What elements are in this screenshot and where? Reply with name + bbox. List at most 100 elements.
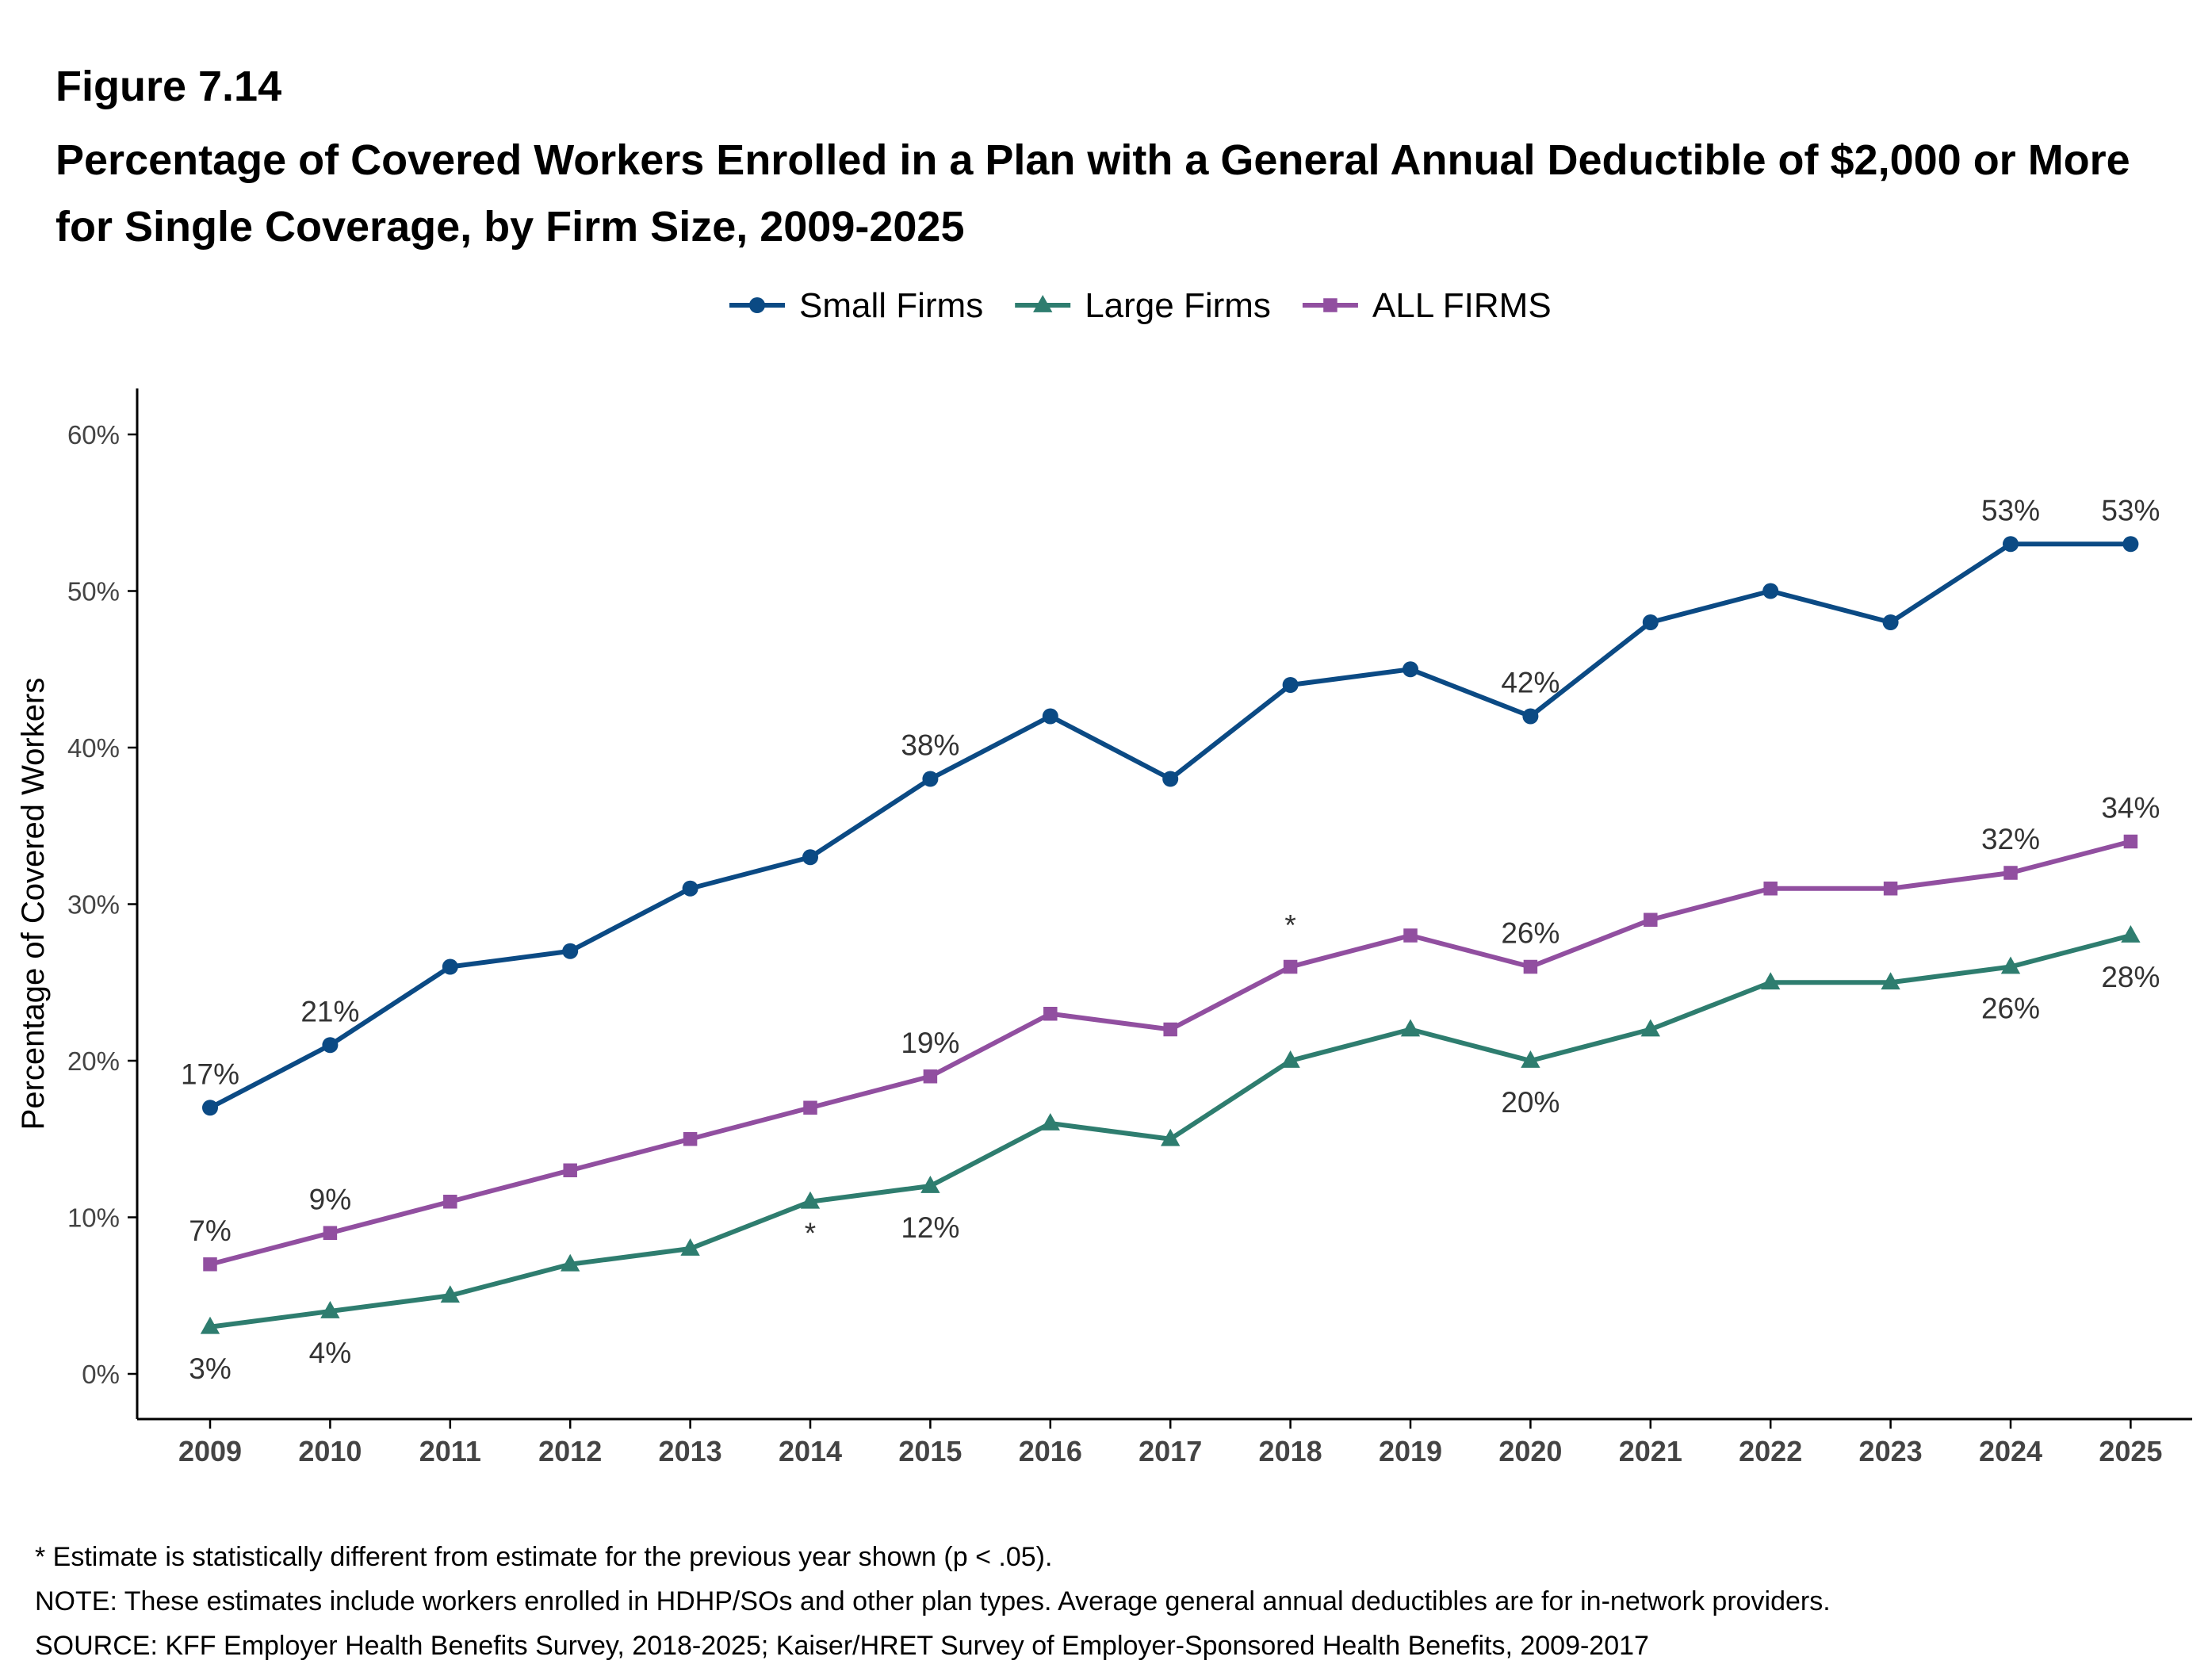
y-tick-label: 60% [67, 420, 120, 450]
line-chart: Small Firms Large Firms ALL FIRMS 0% 10% 20%… [16, 286, 2192, 1467]
legend-label: Small Firms [799, 286, 983, 325]
y-tick-label: 20% [67, 1046, 120, 1076]
x-tick-label: 2023 [1859, 1435, 1923, 1467]
large-firms-data-label: 28% [2101, 961, 2160, 993]
legend-marker [749, 297, 765, 313]
legend-item-all-firms: ALL FIRMS [1302, 286, 1552, 325]
series-all-firms [203, 834, 2138, 1272]
all-firms-point [1644, 912, 1658, 927]
large-firms-point [1161, 1128, 1181, 1146]
small-firms-point [322, 1037, 339, 1054]
series-large-firms [200, 924, 2141, 1334]
x-tick-label: 2016 [1019, 1435, 1082, 1467]
data-labels: 17% 21% 38% 42% 53% 53% 3% 4% * 12% 20% 26% 28% 7% 9% 1… [181, 494, 2160, 1385]
legend-item-large-firms: Large Firms [1015, 286, 1271, 325]
all-firms-data-label: * [1284, 909, 1295, 942]
small-firms-data-label: 38% [901, 729, 959, 762]
all-firms-point [1883, 882, 1898, 896]
chart-legend: Small Firms Large Firms ALL FIRMS [729, 286, 1552, 325]
large-firms-point [1761, 972, 1781, 990]
all-firms-point [803, 1100, 817, 1115]
all-firms-data-label: 9% [309, 1183, 351, 1215]
all-firms-point [1163, 1022, 1177, 1037]
all-firms-point [1763, 882, 1778, 896]
all-firms-line [208, 839, 2134, 1267]
large-firms-data-label: 20% [1501, 1086, 1559, 1119]
large-firms-point [1040, 1112, 1060, 1130]
small-firms-point [1042, 708, 1058, 725]
all-firms-point [2003, 866, 2018, 880]
small-firms-point [562, 943, 579, 959]
x-tick-label: 2013 [659, 1435, 722, 1467]
x-tick-label: 2010 [298, 1435, 362, 1467]
significance-note: * Estimate is statistically different fr… [35, 1542, 1053, 1572]
small-firms-point [1762, 583, 1779, 599]
all-firms-data-label: 26% [1501, 917, 1559, 950]
all-firms-point [1043, 1007, 1058, 1021]
small-firms-point [922, 771, 939, 787]
x-tick-label: 2019 [1379, 1435, 1442, 1467]
large-firms-data-label: * [805, 1217, 816, 1249]
large-firms-point [920, 1175, 940, 1193]
y-tick-label: 10% [67, 1203, 120, 1233]
large-firms-data-label: 12% [901, 1211, 959, 1244]
source-note: SOURCE: KFF Employer Health Benefits Sur… [35, 1631, 1649, 1661]
y-tick-label: 40% [67, 733, 120, 763]
x-tick-label: 2014 [779, 1435, 842, 1467]
series-layer [200, 536, 2141, 1334]
x-tick-label: 2024 [1979, 1435, 2042, 1467]
small-firms-point [1282, 677, 1299, 693]
x-tick-label: 2020 [1498, 1435, 1562, 1467]
small-firms-point [202, 1100, 218, 1116]
small-firms-data-label: 17% [181, 1058, 239, 1090]
large-firms-data-label: 26% [1981, 993, 2040, 1025]
all-firms-data-label: 34% [2101, 792, 2160, 824]
methodology-note: NOTE: These estimates include workers en… [35, 1586, 1831, 1616]
all-firms-data-label: 19% [901, 1027, 959, 1059]
small-firms-point [1522, 708, 1539, 725]
large-firms-point [2000, 956, 2021, 974]
large-firms-data-label: 3% [189, 1352, 231, 1385]
large-firms-point [200, 1316, 220, 1334]
y-tick-label: 50% [67, 577, 120, 606]
x-tick-label: 2017 [1139, 1435, 1202, 1467]
large-firms-data-label: 4% [309, 1337, 351, 1369]
chart-axes: 0% 10% 20% 30% 40% 50% 60% 2009 2010 2011 2012 2013… [16, 388, 2192, 1467]
all-firms-point [203, 1257, 217, 1272]
all-firms-point [323, 1226, 338, 1240]
large-firms-point [561, 1253, 580, 1272]
small-firms-point [442, 958, 458, 975]
large-firms-point [1881, 972, 1900, 990]
x-tick-label: 2012 [538, 1435, 602, 1467]
x-tick-label: 2018 [1259, 1435, 1322, 1467]
x-tick-label: 2021 [1619, 1435, 1682, 1467]
footnotes: * Estimate is statistically different fr… [35, 1535, 1831, 1668]
large-firms-point [1280, 1050, 1300, 1068]
x-tick-label: 2015 [898, 1435, 962, 1467]
all-firms-data-label: 32% [1981, 823, 2040, 855]
all-firms-point [1403, 928, 1418, 943]
all-firms-point [1283, 959, 1298, 974]
small-firms-point [1642, 614, 1659, 630]
small-firms-data-label: 42% [1501, 667, 1559, 699]
large-firms-point [1640, 1019, 1660, 1037]
legend-label: Large Firms [1085, 286, 1271, 325]
large-firms-point [1400, 1019, 1421, 1037]
x-tick-label: 2011 [419, 1435, 481, 1467]
x-tick-label: 2022 [1739, 1435, 1802, 1467]
legend-marker [1033, 294, 1053, 312]
figure-label: Figure 7.14 [55, 63, 282, 110]
y-tick-label: 0% [82, 1360, 120, 1389]
small-firms-point [1403, 661, 1418, 678]
y-axis-title: Percentage of Covered Workers [16, 678, 51, 1130]
small-firms-point [2003, 536, 2019, 553]
legend-item-small-firms: Small Firms [729, 286, 983, 325]
all-firms-point [443, 1195, 457, 1209]
series-small-firms [202, 536, 2139, 1116]
small-firms-point [802, 849, 818, 866]
all-firms-point [2123, 834, 2138, 849]
small-firms-point [2122, 536, 2139, 553]
large-firms-point [1521, 1050, 1540, 1068]
legend-marker [1323, 298, 1338, 312]
small-firms-point [682, 880, 698, 897]
